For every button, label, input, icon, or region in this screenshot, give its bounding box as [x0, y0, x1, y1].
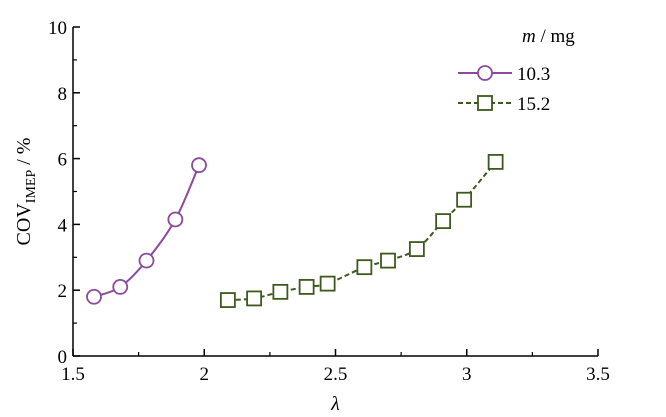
x-tick-label-3: 3: [462, 364, 472, 385]
series-line-1: [227, 161, 497, 302]
legend-marker-0: [477, 65, 493, 81]
series-1-point-3: [298, 279, 315, 295]
y-tick-label-3: 6: [58, 150, 68, 171]
y-axis-title-sub: IMEP: [24, 170, 39, 204]
legend-label-0: 10.3: [517, 64, 550, 85]
y-tick-label-1: 2: [58, 281, 68, 302]
series-0: [86, 157, 207, 305]
y-tick-label-5: 10: [48, 18, 67, 39]
y-tick-label-4: 8: [58, 84, 68, 105]
legend-title: m / mg: [522, 26, 575, 47]
series-1: [219, 153, 504, 308]
series-1-point-8: [435, 213, 452, 230]
series-line-0: [93, 164, 200, 298]
x-tick-label-2: 2.5: [324, 364, 348, 385]
legend: m / mg 10.3 15.2: [458, 26, 575, 115]
series-1-point-9: [456, 191, 473, 208]
series-1-point-0: [219, 292, 236, 308]
series-1-point-1: [246, 290, 263, 307]
series-layer: [86, 153, 504, 308]
y-axis-title-unit: / %: [13, 138, 35, 170]
x-tick-label-4: 3.5: [586, 364, 610, 385]
series-1-point-6: [380, 252, 396, 269]
series-0-point-0: [86, 288, 102, 305]
legend-marker-1: [477, 95, 493, 111]
series-1-point-10: [487, 153, 504, 170]
series-1-point-4: [319, 275, 336, 292]
series-0-point-1: [112, 279, 129, 295]
legend-title-unit: / mg: [536, 26, 576, 47]
series-1-point-2: [272, 283, 289, 300]
y-tick-label-2: 4: [58, 215, 68, 236]
series-1-point-5: [356, 259, 373, 276]
legend-title-var: m: [522, 26, 536, 47]
y-axis-title-base: COV: [13, 203, 35, 246]
y-axis-title: COVIMEP / %: [13, 138, 39, 246]
y-tick-label-0: 0: [58, 347, 68, 368]
ticks: 0 2 4 6 8 10 1.5 2 2.5 3 3.5: [48, 18, 610, 385]
x-tick-label-0: 1.5: [61, 364, 85, 385]
series-0-point-4: [191, 157, 207, 174]
legend-label-1: 15.2: [517, 94, 550, 115]
series-0-point-3: [167, 211, 184, 228]
x-axis-title: λ: [330, 393, 340, 415]
series-1-point-7: [408, 241, 425, 257]
series-0-point-2: [138, 252, 155, 269]
x-tick-label-1: 2: [200, 364, 210, 385]
